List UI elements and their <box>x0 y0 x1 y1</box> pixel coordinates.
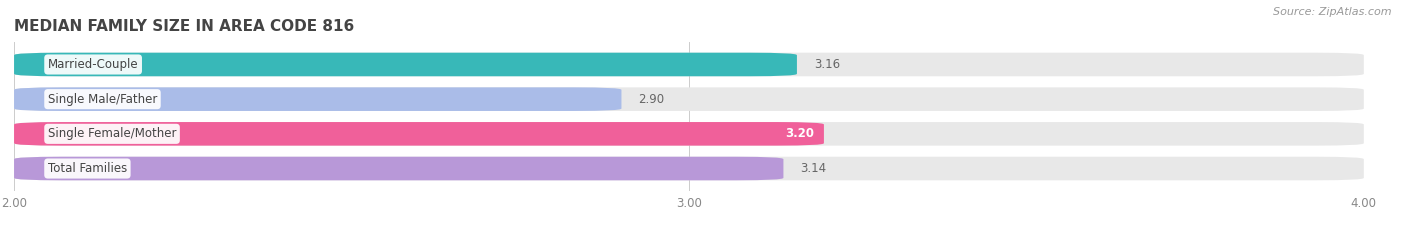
FancyBboxPatch shape <box>14 87 1364 111</box>
FancyBboxPatch shape <box>14 157 1364 180</box>
Text: Source: ZipAtlas.com: Source: ZipAtlas.com <box>1274 7 1392 17</box>
Text: 2.90: 2.90 <box>638 93 665 106</box>
Text: 3.16: 3.16 <box>814 58 839 71</box>
Text: Married-Couple: Married-Couple <box>48 58 138 71</box>
Text: 3.20: 3.20 <box>785 127 814 140</box>
FancyBboxPatch shape <box>14 122 1364 146</box>
FancyBboxPatch shape <box>14 122 824 146</box>
Text: Single Male/Father: Single Male/Father <box>48 93 157 106</box>
Text: 3.14: 3.14 <box>800 162 827 175</box>
Text: Single Female/Mother: Single Female/Mother <box>48 127 176 140</box>
FancyBboxPatch shape <box>14 53 797 76</box>
Text: Total Families: Total Families <box>48 162 127 175</box>
FancyBboxPatch shape <box>14 87 621 111</box>
FancyBboxPatch shape <box>14 157 783 180</box>
FancyBboxPatch shape <box>14 53 1364 76</box>
Text: MEDIAN FAMILY SIZE IN AREA CODE 816: MEDIAN FAMILY SIZE IN AREA CODE 816 <box>14 19 354 34</box>
